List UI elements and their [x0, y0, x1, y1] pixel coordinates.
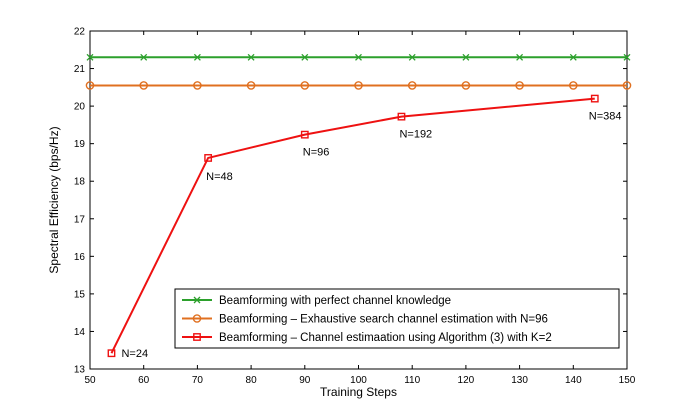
series-2-point: [407, 81, 417, 90]
series-1-point: [569, 53, 577, 61]
x-axis-label: Training Steps: [320, 385, 397, 399]
annotation-label: N=384: [589, 111, 622, 123]
x-tick-label: 60: [138, 375, 150, 386]
axis-ticks: 50 60 70 80 90 100 110 120 130 140 150 13 14 15 16 17 18…: [74, 27, 636, 387]
annotations-group: N=24 N=48 N=96 N=192 N=384: [121, 111, 621, 361]
series-2-point: [246, 81, 256, 90]
series-3-point: [107, 349, 116, 358]
legend-marker-2: [192, 314, 202, 323]
x-tick-label: 150: [619, 375, 636, 386]
series-1-point: [355, 53, 362, 61]
y-tick-label: 20: [74, 102, 86, 113]
series-1-point: [462, 53, 470, 61]
x-tick-label: 90: [299, 375, 311, 386]
y-tick-label: 15: [74, 289, 86, 300]
annotation-label: N=48: [206, 171, 233, 183]
x-tick-label: 110: [404, 375, 420, 386]
x-tick-label: 80: [246, 375, 258, 386]
series-1-point: [140, 53, 148, 61]
series-2-point: [569, 81, 578, 90]
x-tick-label: 140: [565, 375, 582, 386]
series-1-point: [247, 53, 255, 61]
y-tick-label: 16: [74, 252, 86, 263]
legend-box: [174, 288, 620, 349]
x-tick-label: 50: [84, 375, 96, 386]
series-1-point: [193, 53, 201, 61]
series-1-point: [301, 53, 309, 61]
legend-entry-3: Beamforming – Channel estimaation using …: [219, 332, 552, 344]
y-tick-label: 22: [74, 27, 86, 38]
x-tick-label: 120: [458, 375, 475, 386]
y-tick-label: 14: [74, 327, 86, 338]
x-tick-label: 70: [192, 375, 204, 386]
series-2-point: [622, 81, 632, 90]
series-2-point: [515, 81, 524, 90]
series-2-point: [461, 81, 471, 90]
y-axis-label: Spectral Efficiency (bps/Hz): [47, 126, 61, 273]
annotation-label: N=96: [303, 147, 330, 159]
series-3-point: [300, 130, 309, 139]
legend-marker-3: [193, 333, 201, 341]
y-tick-label: 21: [74, 64, 86, 75]
legend: Beamforming with perfect channel knowled…: [174, 288, 620, 349]
series-3-point: [590, 94, 599, 103]
series-3-point: [204, 154, 213, 162]
x-tick-label: 100: [350, 375, 367, 386]
legend-entry-2: Beamforming – Exhaustive search channel …: [219, 314, 548, 326]
series-1-point: [623, 53, 631, 61]
y-tick-label: 17: [74, 214, 86, 225]
series-2-point: [354, 81, 363, 90]
series-2-point: [193, 81, 202, 90]
x-tick-label: 130: [511, 375, 528, 386]
series-group: [85, 53, 632, 358]
series-3-point: [397, 112, 406, 121]
series-1-point: [516, 53, 524, 61]
legend-marker-1: [193, 296, 201, 304]
series-line-3: [110, 97, 595, 354]
annotation-label: N=192: [399, 129, 432, 141]
series-2-point: [85, 81, 95, 90]
series-2-point: [300, 81, 310, 90]
annotation-label: N=24: [121, 348, 148, 360]
series-2-point: [139, 81, 148, 90]
y-tick-label: 19: [74, 139, 86, 150]
series-1-point: [86, 53, 94, 61]
series-1-point: [408, 53, 416, 61]
legend-entry-1: Beamforming with perfect channel knowled…: [219, 295, 451, 307]
y-tick-label: 13: [74, 365, 86, 376]
y-tick-label: 18: [74, 177, 86, 188]
